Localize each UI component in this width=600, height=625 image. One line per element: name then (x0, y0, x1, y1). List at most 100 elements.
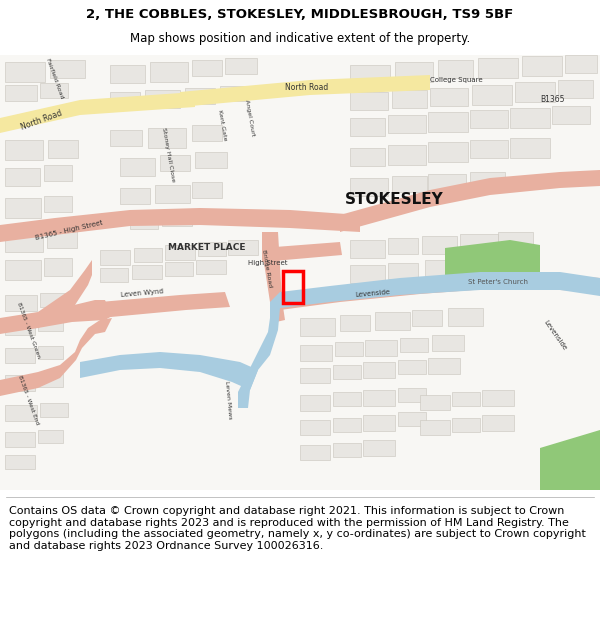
Bar (363, 362, 395, 378)
Bar (428, 174, 466, 192)
Bar (398, 412, 426, 426)
Polygon shape (262, 232, 285, 322)
Bar (522, 56, 562, 76)
Bar (145, 90, 180, 108)
Text: Map shows position and indicative extent of the property.: Map shows position and indicative extent… (130, 32, 470, 45)
Bar (165, 245, 195, 260)
Bar (470, 140, 508, 158)
Text: Leven Mews: Leven Mews (224, 381, 232, 419)
Text: Fairfield Road: Fairfield Road (46, 57, 65, 99)
Bar (438, 60, 473, 78)
Bar (228, 240, 258, 255)
Polygon shape (38, 260, 92, 328)
Polygon shape (0, 300, 112, 334)
Text: Levenside: Levenside (355, 289, 391, 298)
Bar (363, 390, 395, 406)
Bar (350, 148, 385, 166)
Bar (363, 440, 395, 456)
Bar (110, 92, 140, 108)
Bar (460, 234, 498, 252)
Polygon shape (262, 242, 342, 262)
Bar (300, 445, 330, 460)
Bar (420, 420, 450, 435)
Bar (388, 263, 418, 279)
Bar (196, 260, 226, 274)
Bar (40, 293, 68, 307)
Bar (482, 390, 514, 406)
Bar (340, 315, 370, 331)
Text: B1365 - West Green: B1365 - West Green (16, 301, 40, 359)
Bar (5, 432, 35, 447)
Bar (388, 238, 418, 254)
Bar (462, 258, 500, 276)
Text: Levenside: Levenside (542, 319, 568, 351)
Bar (5, 62, 45, 82)
Text: North Road: North Road (285, 84, 328, 92)
Bar (350, 178, 388, 196)
Bar (185, 88, 215, 104)
Bar (558, 80, 593, 98)
Polygon shape (180, 75, 430, 107)
Text: 2, THE COBBLES, STOKESLEY, MIDDLESBROUGH, TS9 5BF: 2, THE COBBLES, STOKESLEY, MIDDLESBROUGH… (86, 8, 514, 21)
Text: B1365: B1365 (540, 96, 565, 104)
Bar (300, 420, 330, 435)
Bar (335, 342, 363, 356)
Bar (50, 60, 85, 78)
Bar (130, 215, 158, 229)
Text: Kent Gate: Kent Gate (217, 109, 227, 141)
Bar (398, 360, 426, 374)
Bar (44, 258, 72, 276)
Polygon shape (280, 272, 600, 310)
Bar (192, 60, 222, 76)
Bar (40, 403, 68, 417)
Bar (5, 140, 43, 160)
Polygon shape (80, 352, 258, 390)
Text: Contains OS data © Crown copyright and database right 2021. This information is : Contains OS data © Crown copyright and d… (9, 506, 586, 551)
Bar (100, 250, 130, 265)
Bar (375, 312, 410, 330)
Bar (160, 155, 190, 171)
Bar (44, 196, 72, 212)
Bar (110, 65, 145, 83)
Bar (365, 340, 397, 356)
Bar (350, 118, 385, 136)
Text: College Square: College Square (430, 77, 482, 83)
Bar (5, 375, 35, 391)
Bar (552, 106, 590, 124)
Text: North Road: North Road (20, 108, 64, 132)
Bar (5, 405, 37, 421)
Polygon shape (0, 92, 195, 133)
Text: Stoney Hall Close: Stoney Hall Close (161, 127, 175, 182)
Bar (392, 176, 427, 192)
Bar (5, 198, 41, 218)
Bar (192, 125, 222, 141)
Bar (225, 58, 257, 74)
Bar (5, 168, 40, 186)
Text: MARKET PLACE: MARKET PLACE (168, 244, 245, 252)
Bar (350, 92, 388, 110)
Bar (195, 152, 227, 168)
Bar (470, 110, 508, 128)
Text: St Peter's Church: St Peter's Church (468, 279, 528, 285)
Bar (5, 295, 37, 311)
Bar (38, 373, 63, 387)
Bar (300, 345, 332, 361)
Polygon shape (280, 272, 600, 308)
Polygon shape (445, 240, 540, 278)
Bar (448, 308, 483, 326)
Bar (510, 108, 550, 128)
Bar (5, 260, 41, 280)
Polygon shape (0, 208, 360, 242)
Bar (38, 430, 63, 443)
Bar (428, 142, 468, 162)
Bar (363, 415, 395, 431)
Bar (333, 365, 361, 379)
Bar (395, 62, 433, 82)
Text: Bridge Road: Bridge Road (261, 249, 273, 288)
Bar (150, 62, 188, 82)
Bar (40, 83, 68, 98)
Bar (162, 212, 192, 226)
Bar (498, 232, 533, 250)
Bar (134, 248, 162, 262)
Bar (38, 318, 63, 331)
